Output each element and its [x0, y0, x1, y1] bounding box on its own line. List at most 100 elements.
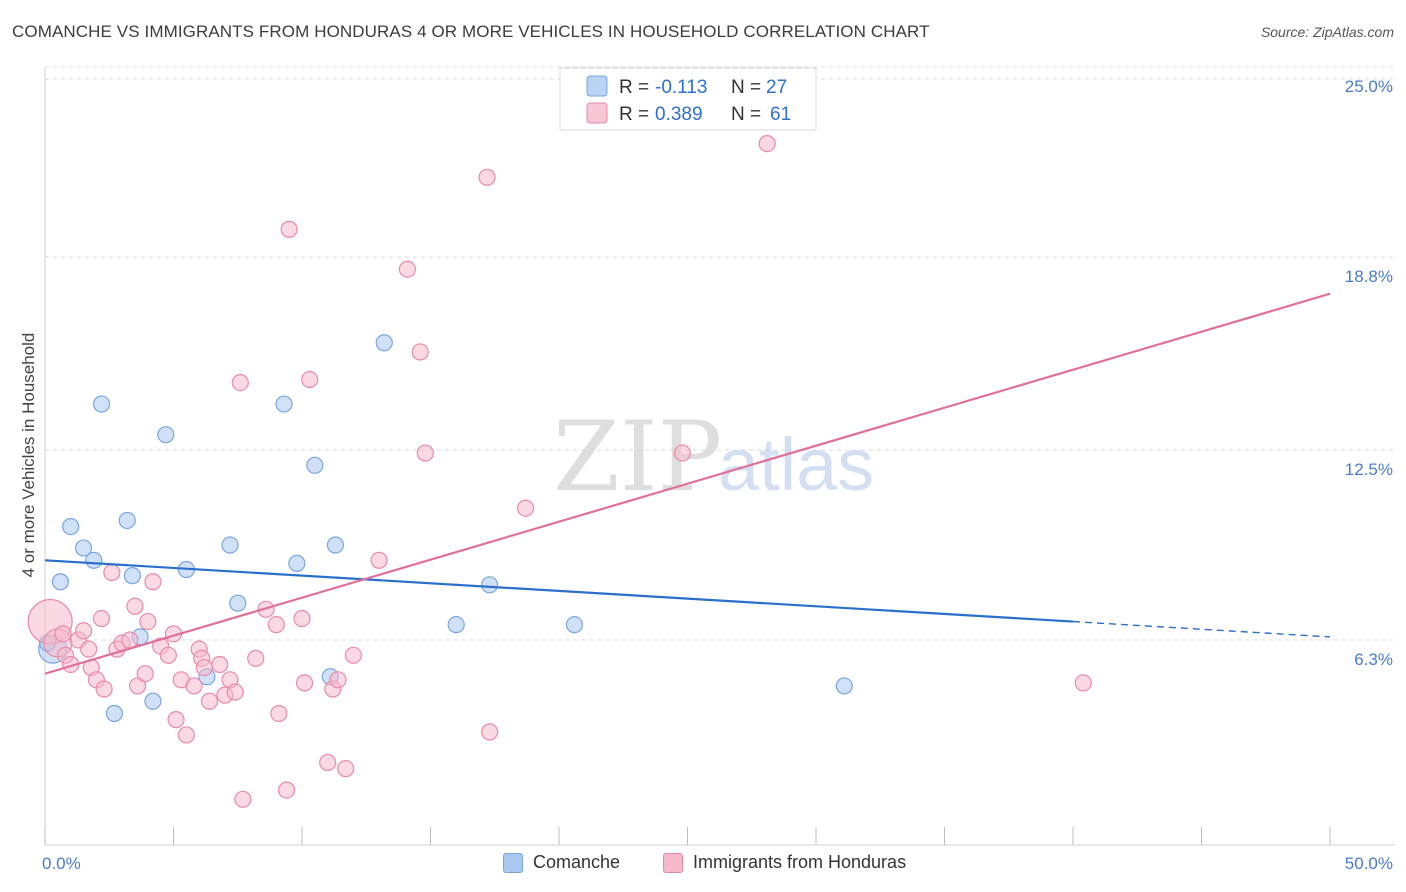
- series-legend: Comanche Immigrants from Honduras: [0, 852, 1406, 878]
- data-point: [144, 573, 162, 591]
- legend-r-value-1: 0.389: [655, 104, 703, 125]
- data-point: [673, 444, 691, 462]
- legend-label-honduras: Immigrants from Honduras: [693, 852, 907, 872]
- y-tick-label: 6.3%: [1354, 650, 1393, 669]
- source-label: Source: ZipAtlas.com: [1260, 24, 1394, 40]
- data-point: [139, 612, 157, 631]
- data-point: [167, 711, 185, 729]
- data-point: [326, 536, 345, 554]
- data-point: [234, 790, 252, 808]
- data-point: [229, 594, 247, 612]
- data-point: [231, 373, 249, 392]
- data-point: [411, 343, 429, 361]
- data-point: [280, 220, 298, 238]
- data-point: [478, 168, 496, 186]
- y-tick-label: 12.5%: [1345, 460, 1393, 479]
- data-point: [92, 395, 111, 413]
- data-point: [159, 646, 177, 664]
- legend-n-value-0: 27: [766, 77, 787, 98]
- data-point: [128, 677, 147, 695]
- y-tick-label: 18.8%: [1345, 267, 1393, 286]
- x-tick-label: 50.0%: [1345, 854, 1393, 873]
- data-points: [27, 135, 1092, 808]
- legend-r-value-0: -0.113: [655, 77, 707, 98]
- data-point: [329, 671, 347, 689]
- watermark-logo: ZIP atlas: [553, 401, 874, 513]
- data-point: [105, 704, 123, 723]
- x-tick-label: 0.0%: [42, 854, 81, 873]
- legend-item-honduras: Immigrants from Honduras: [663, 852, 906, 873]
- trend-line-extension: [1072, 620, 1331, 638]
- data-point: [481, 723, 499, 741]
- legend-r-label-1: R =: [619, 104, 649, 125]
- legend: R = -0.113 N = 27 R = 0.389 N = 61: [559, 67, 817, 131]
- data-point: [126, 597, 144, 615]
- legend-item-comanche: Comanche: [503, 852, 620, 873]
- data-point: [398, 260, 416, 278]
- data-point: [416, 444, 434, 462]
- trend-line: [44, 292, 1331, 675]
- data-point: [293, 609, 311, 628]
- data-point: [123, 567, 141, 585]
- data-point: [200, 692, 219, 710]
- data-point: [306, 456, 324, 474]
- data-point: [344, 646, 362, 664]
- data-point: [177, 726, 195, 744]
- data-point: [85, 551, 103, 569]
- y-axis-label: 4 or more Vehicles in Household: [19, 333, 38, 578]
- data-point: [92, 609, 111, 628]
- data-point: [54, 625, 72, 643]
- tick-labels: 6.3% 12.5% 18.8% 25.0% 0.0% 50.0%: [42, 77, 1393, 873]
- data-point: [121, 631, 139, 649]
- data-point: [835, 677, 853, 695]
- legend-label-comanche: Comanche: [533, 852, 621, 872]
- data-point: [185, 677, 203, 695]
- data-point: [319, 753, 337, 772]
- data-point: [74, 539, 93, 557]
- data-point: [118, 511, 136, 530]
- data-point: [80, 640, 98, 658]
- legend-swatch-comanche: [586, 75, 608, 97]
- data-point: [375, 334, 393, 352]
- data-point: [447, 616, 465, 634]
- data-point: [103, 563, 121, 582]
- data-point: [95, 680, 113, 698]
- trend-lines: [44, 292, 1331, 675]
- data-point: [267, 616, 285, 634]
- trend-line: [44, 559, 1074, 623]
- data-point: [1074, 674, 1092, 692]
- legend-n-value-1: 61: [770, 104, 791, 125]
- svg-text:ZIP: ZIP: [553, 401, 722, 513]
- data-point: [136, 665, 154, 683]
- data-point: [270, 704, 288, 723]
- data-point: [51, 573, 70, 591]
- axes: [44, 68, 1395, 846]
- data-point: [481, 576, 499, 594]
- data-point: [211, 655, 229, 674]
- data-point: [157, 426, 175, 444]
- grid-lines: [45, 66, 1395, 641]
- data-point: [516, 499, 535, 517]
- data-point: [337, 760, 355, 778]
- legend-r-label-0: R =: [619, 77, 649, 98]
- data-point: [565, 616, 584, 634]
- legend-swatch: [503, 852, 523, 873]
- data-point: [221, 536, 239, 554]
- legend-swatch: [663, 852, 683, 873]
- data-point: [62, 517, 80, 536]
- data-point: [758, 135, 776, 153]
- data-point: [301, 370, 319, 389]
- legend-n-label-0: N =: [731, 77, 761, 98]
- data-point: [144, 692, 162, 710]
- legend-n-label-1: N =: [731, 104, 761, 125]
- y-tick-label: 25.0%: [1345, 77, 1393, 96]
- data-point: [295, 674, 314, 692]
- data-point: [247, 649, 265, 667]
- data-point: [370, 551, 388, 569]
- data-point: [275, 395, 293, 413]
- data-point: [74, 622, 93, 640]
- data-point: [288, 554, 306, 572]
- legend-swatch-honduras: [586, 102, 608, 124]
- data-point: [277, 781, 296, 799]
